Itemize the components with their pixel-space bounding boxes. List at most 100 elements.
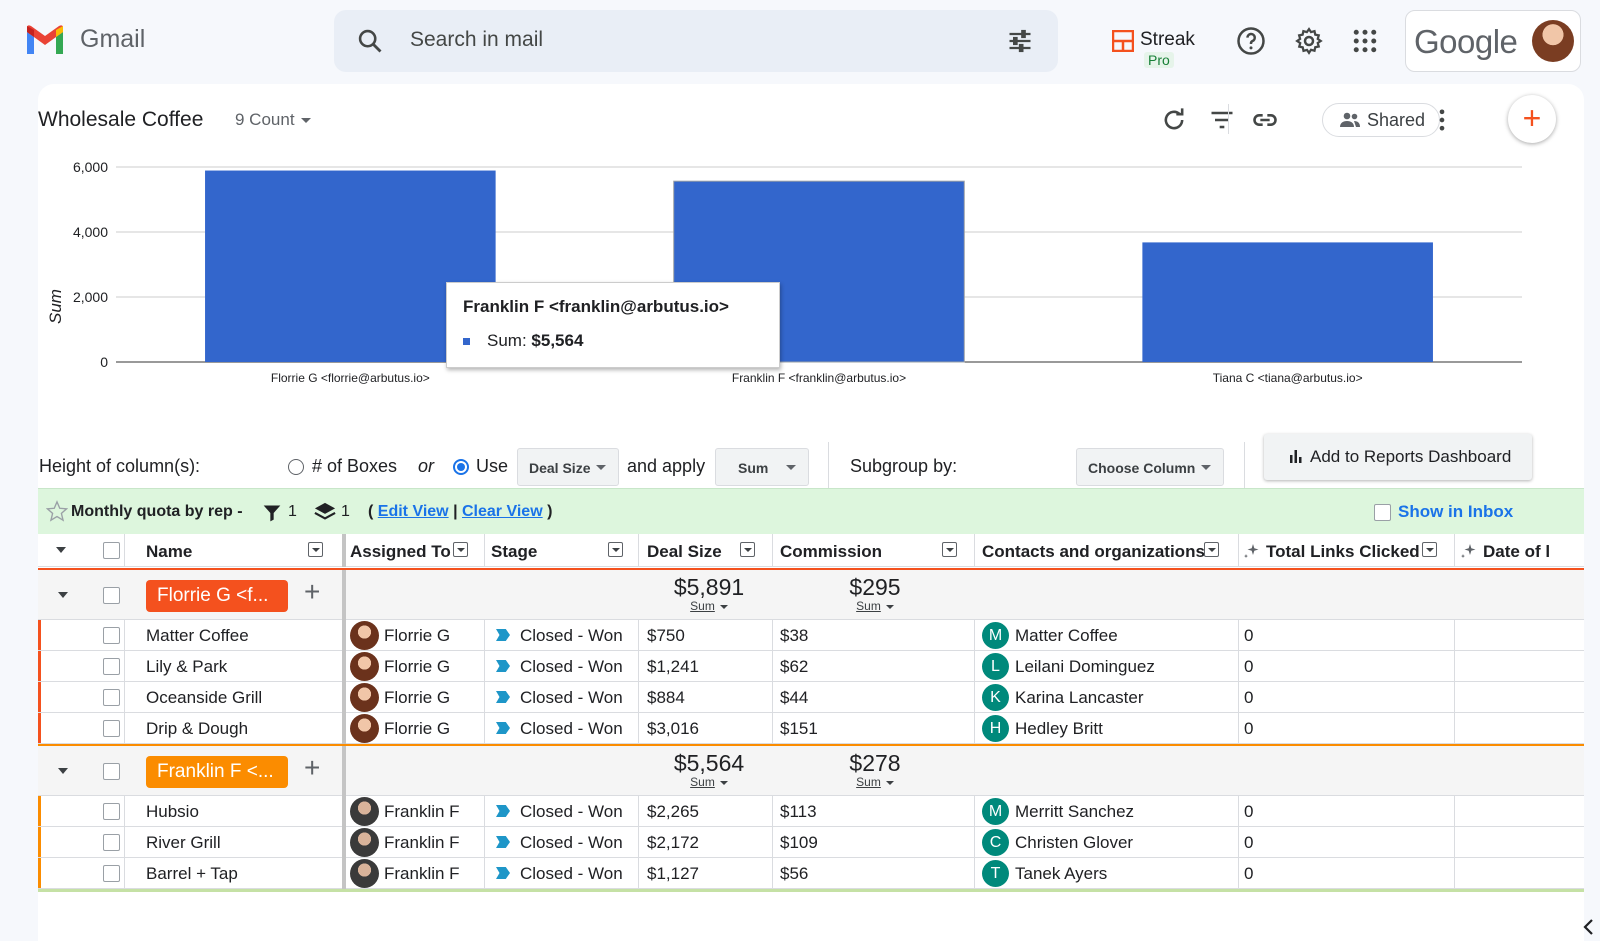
cell-assigned[interactable]: Florrie G [384, 688, 451, 707]
cell-links-clicked[interactable]: 0 [1244, 833, 1254, 852]
star-icon[interactable] [46, 500, 68, 522]
cell-stage[interactable]: Closed - Won [520, 833, 623, 852]
collapse-all-icon[interactable] [56, 547, 66, 553]
use-field-radio[interactable] [453, 459, 469, 475]
cell-links-clicked[interactable]: 0 [1244, 688, 1254, 707]
column-header-assigned[interactable]: Assigned To [350, 542, 451, 561]
cell-deal-size[interactable]: $2,172 [647, 833, 699, 852]
table-row[interactable]: Matter Coffee Florrie G Closed - Won $75… [38, 620, 1584, 651]
cell-assigned[interactable]: Florrie G [384, 626, 451, 645]
add-box-plus-icon[interactable]: + [304, 576, 321, 607]
cell-deal-size[interactable]: $884 [647, 688, 685, 707]
column-menu-icon[interactable] [1422, 542, 1437, 557]
sum-dropdown[interactable]: Sum [830, 775, 920, 789]
column-menu-icon[interactable] [453, 542, 468, 557]
help-icon[interactable] [1236, 26, 1266, 56]
table-row[interactable]: River Grill Franklin F Closed - Won $2,1… [38, 827, 1584, 858]
column-header-stage[interactable]: Stage [491, 542, 538, 561]
cell-stage[interactable]: Closed - Won [520, 657, 623, 676]
field-select[interactable]: Deal Size [517, 448, 619, 486]
group-checkbox[interactable] [103, 587, 120, 604]
column-header-date[interactable]: Date of l [1483, 542, 1551, 561]
search-bar[interactable]: Search in mail [334, 10, 1058, 72]
row-checkbox[interactable] [103, 720, 120, 737]
cell-stage[interactable]: Closed - Won [520, 864, 623, 883]
cell-stage[interactable]: Closed - Won [520, 626, 623, 645]
cell-assigned[interactable]: Florrie G [384, 719, 451, 738]
group-collapse-icon[interactable] [58, 592, 68, 598]
cell-contact[interactable]: Hedley Britt [1015, 719, 1103, 738]
column-header-contacts[interactable]: Contacts and organizations [982, 542, 1205, 561]
cell-assigned[interactable]: Franklin F [384, 833, 460, 852]
column-menu-icon[interactable] [942, 542, 957, 557]
add-fab-button[interactable]: + [1508, 95, 1556, 143]
cell-contact[interactable]: Tanek Ayers [1015, 864, 1108, 883]
cell-name[interactable]: Oceanside Grill [146, 688, 263, 707]
group-collapse-icon[interactable] [58, 768, 68, 774]
cell-commission[interactable]: $113 [780, 802, 817, 821]
cell-name[interactable]: Hubsio [146, 802, 199, 821]
cell-name[interactable]: Drip & Dough [146, 719, 249, 738]
cell-links-clicked[interactable]: 0 [1244, 657, 1254, 676]
filter-icon[interactable] [1208, 106, 1236, 134]
cell-contact[interactable]: Karina Lancaster [1015, 688, 1144, 707]
add-box-plus-icon[interactable]: + [304, 752, 321, 783]
cell-deal-size[interactable]: $1,241 [647, 657, 699, 676]
cell-assigned[interactable]: Franklin F [384, 864, 460, 883]
count-dropdown[interactable]: 9 Count [235, 110, 311, 130]
cell-deal-size[interactable]: $1,127 [647, 864, 699, 883]
table-row[interactable]: Barrel + Tap Franklin F Closed - Won $1,… [38, 858, 1584, 889]
sum-dropdown[interactable]: Sum [830, 599, 920, 613]
link-icon[interactable] [1251, 106, 1279, 134]
cell-deal-size[interactable]: $2,265 [647, 802, 699, 821]
cell-deal-size[interactable]: $3,016 [647, 719, 699, 738]
google-account-button[interactable]: Google [1405, 10, 1581, 72]
clear-view-link[interactable]: Clear View [462, 503, 543, 520]
cell-commission[interactable]: $151 [780, 719, 818, 738]
column-menu-icon[interactable] [308, 542, 323, 557]
cell-name[interactable]: Barrel + Tap [146, 864, 238, 883]
edit-view-link[interactable]: Edit View [377, 503, 449, 520]
cell-assigned[interactable]: Florrie G [384, 657, 451, 676]
sum-dropdown[interactable]: Sum [664, 599, 754, 613]
search-icon[interactable] [356, 27, 384, 55]
cell-stage[interactable]: Closed - Won [520, 719, 623, 738]
column-header-commission[interactable]: Commission [780, 542, 883, 561]
shared-button[interactable]: Shared [1322, 103, 1440, 137]
cell-deal-size[interactable]: $750 [647, 626, 685, 645]
add-to-dashboard-button[interactable]: Add to Reports Dashboard [1264, 434, 1532, 480]
cell-contact[interactable]: Matter Coffee [1015, 626, 1118, 645]
select-all-checkbox[interactable] [103, 542, 120, 559]
cell-links-clicked[interactable]: 0 [1244, 802, 1254, 821]
settings-gear-icon[interactable] [1294, 26, 1324, 56]
gmail-logo-icon[interactable] [24, 24, 66, 56]
cell-links-clicked[interactable]: 0 [1244, 626, 1254, 645]
show-in-inbox-label[interactable]: Show in Inbox [1398, 502, 1514, 521]
chevron-left-icon[interactable] [1582, 918, 1596, 936]
group-checkbox[interactable] [103, 763, 120, 780]
streak-button[interactable]: Streak Pro [1110, 28, 1210, 68]
cell-name[interactable]: Lily & Park [146, 657, 228, 676]
aggregate-select[interactable]: Sum [715, 448, 809, 486]
cell-name[interactable]: River Grill [146, 833, 221, 852]
cell-name[interactable]: Matter Coffee [146, 626, 249, 645]
search-input[interactable]: Search in mail [410, 28, 544, 51]
column-header-links-clicked[interactable]: Total Links Clicked [1266, 542, 1420, 561]
row-checkbox[interactable] [103, 834, 120, 851]
column-menu-icon[interactable] [740, 542, 755, 557]
account-avatar[interactable] [1532, 20, 1574, 62]
cell-contact[interactable]: Leilani Dominguez [1015, 657, 1155, 676]
column-menu-icon[interactable] [1204, 542, 1219, 557]
cell-commission[interactable]: $44 [780, 688, 809, 707]
more-options-icon[interactable] [1428, 106, 1456, 134]
cell-commission[interactable]: $62 [780, 657, 809, 676]
row-checkbox[interactable] [103, 658, 120, 675]
cell-contact[interactable]: Merritt Sanchez [1015, 802, 1135, 821]
table-row[interactable]: Hubsio Franklin F Closed - Won $2,265 $1… [38, 796, 1584, 827]
search-options-icon[interactable] [1006, 27, 1034, 55]
cell-commission[interactable]: $38 [780, 626, 809, 645]
cell-commission[interactable]: $109 [780, 833, 818, 852]
cell-links-clicked[interactable]: 0 [1244, 719, 1254, 738]
row-checkbox[interactable] [103, 627, 120, 644]
table-row[interactable]: Oceanside Grill Florrie G Closed - Won $… [38, 682, 1584, 713]
